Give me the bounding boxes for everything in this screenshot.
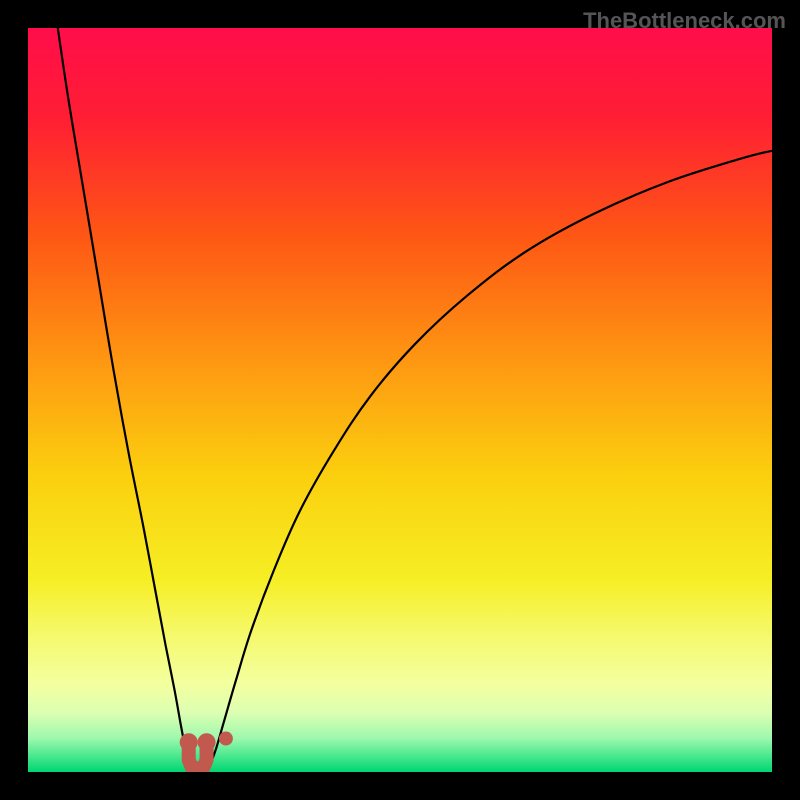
chart-svg — [0, 0, 800, 800]
watermark-text: TheBottleneck.com — [583, 8, 786, 34]
bottleneck-chart: TheBottleneck.com — [0, 0, 800, 800]
